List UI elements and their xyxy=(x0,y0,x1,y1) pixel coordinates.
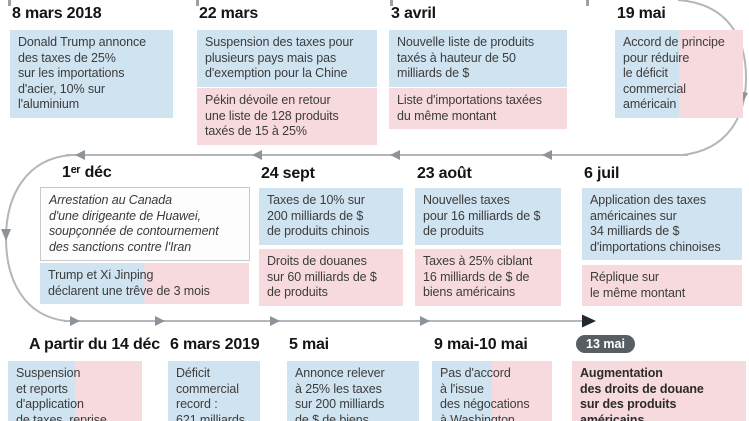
event-date-6-juil: 6 juil xyxy=(584,165,620,182)
arrowhead-down-left-curve xyxy=(1,229,11,241)
event-box: Application des taxes américaines sur 34… xyxy=(582,188,742,260)
arrowhead-black-end xyxy=(582,314,596,328)
event-box: Déficit commercial record : 621 milliard… xyxy=(168,361,260,421)
event-date-14-dec: A partir du 14 déc xyxy=(29,336,160,353)
event-date-5-mai: 5 mai xyxy=(289,336,329,353)
arrowhead-right-2 xyxy=(155,316,165,326)
event-box: Annonce relever à 25% les taxes sur 200 … xyxy=(287,361,419,421)
arrowhead-left-4 xyxy=(542,150,552,160)
event-date-6-mars-2019: 6 mars 2019 xyxy=(170,336,260,353)
event-box: Taxes à 25% ciblant 16 milliards de $ de… xyxy=(415,249,561,306)
event-date-24-sept: 24 sept xyxy=(261,165,315,182)
event-box: Pékin dévoile en retour une liste de 128… xyxy=(197,88,377,145)
event-box: Trump et Xi Jinping déclarent une trêve … xyxy=(40,263,249,304)
event-date-19-mai: 19 mai xyxy=(617,5,666,22)
event-box: Pas d'accord à l'issue des négocations à… xyxy=(432,361,552,421)
event-box: Réplique sur le même montant xyxy=(582,265,742,306)
date-badge-13-mai: 13 mai xyxy=(576,335,635,353)
event-date-8-mars-2018: 8 mars 2018 xyxy=(12,5,102,22)
event-box: Droits de douanes sur 60 milliards de $ … xyxy=(259,249,403,306)
top-tick-2 xyxy=(196,0,199,6)
event-date-9-10-mai: 9 mai-10 mai xyxy=(434,336,528,353)
arrowhead-right-3 xyxy=(270,316,280,326)
event-date-3-avril: 3 avril xyxy=(391,5,436,22)
event-box: Nouvelles taxes pour 16 milliards de $ d… xyxy=(415,188,561,245)
top-tick-4 xyxy=(586,0,589,6)
arrowhead-left-1 xyxy=(75,150,85,160)
event-date-23-aout: 23 août xyxy=(417,165,472,182)
arrowhead-right-1 xyxy=(70,316,80,326)
event-box-latest: Augmentation des droits de douane sur de… xyxy=(572,361,746,421)
event-box: Accord de principe pour réduire le défic… xyxy=(615,30,743,118)
arrowhead-right-4 xyxy=(420,316,430,326)
event-date-22-mars: 22 mars xyxy=(199,5,259,22)
event-box: Donald Trump annonce des taxes de 25% su… xyxy=(10,30,173,118)
top-tick-1 xyxy=(8,0,11,6)
event-box: Nouvelle liste de produits taxés à haute… xyxy=(389,30,567,87)
top-tick-3 xyxy=(390,0,393,6)
arrowhead-left-3 xyxy=(390,150,400,160)
event-date-1er-dec: 1ᵉʳ déc xyxy=(62,164,112,181)
arrowhead-left-2 xyxy=(252,150,262,160)
event-box: Taxes de 10% sur 200 milliards de $ de p… xyxy=(259,188,403,245)
event-box-huawei: Arrestation au Canada d'une dirigeante d… xyxy=(40,187,250,261)
event-box: Liste d'importations taxées du même mont… xyxy=(389,88,567,129)
event-box: Suspension des taxes pour plusieurs pays… xyxy=(197,30,377,87)
event-box: Suspension et reports d'application de t… xyxy=(8,361,142,421)
